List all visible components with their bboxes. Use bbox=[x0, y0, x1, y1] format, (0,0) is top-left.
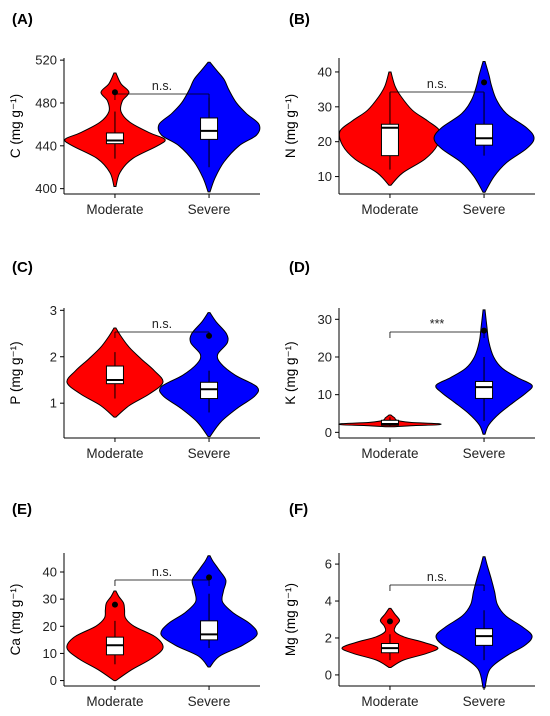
panel-a: (A) 400 440 480 520 C (mg g⁻¹) Moderate Severe n… bbox=[8, 11, 261, 217]
y-tick-label: 20 bbox=[318, 349, 332, 364]
panel-label: (F) bbox=[289, 501, 308, 518]
box-severe bbox=[475, 380, 494, 399]
box-severe bbox=[475, 123, 494, 146]
significance-label: n.s. bbox=[152, 565, 172, 579]
outlier-point bbox=[481, 79, 488, 86]
y-tick-label: 20 bbox=[318, 134, 332, 149]
y-tick-label: 30 bbox=[318, 312, 332, 327]
x-tick-label: Moderate bbox=[361, 694, 418, 709]
x-tick-label: Severe bbox=[463, 446, 506, 461]
outlier-point bbox=[111, 601, 118, 608]
x-tick-label: Severe bbox=[463, 694, 506, 709]
significance-label: n.s. bbox=[427, 570, 447, 584]
x-tick-label: Severe bbox=[188, 694, 231, 709]
x-tick-label: Moderate bbox=[86, 202, 143, 217]
x-tick-label: Moderate bbox=[361, 202, 418, 217]
box-moderate bbox=[380, 123, 399, 157]
y-axis-label: P (mg g⁻¹) bbox=[8, 341, 23, 404]
y-tick-label: 40 bbox=[43, 565, 57, 580]
box-moderate bbox=[105, 365, 124, 385]
y-tick-label: 30 bbox=[318, 99, 332, 114]
y-tick-label: 520 bbox=[35, 53, 57, 68]
y-tick-label: 440 bbox=[35, 138, 57, 153]
panel-label: (E) bbox=[12, 501, 32, 518]
panel-label: (B) bbox=[289, 11, 310, 28]
x-tick-label: Severe bbox=[188, 202, 231, 217]
panel-f: (F) 0 2 4 6 Mg (mg g⁻¹) Moderate Severe n.s. bbox=[283, 501, 535, 709]
panel-label: (D) bbox=[289, 259, 310, 276]
outlier-point bbox=[386, 618, 393, 625]
panel-d: (D) 0 10 20 30 K (mg g⁻¹) Moderate Severe *** bbox=[283, 259, 535, 461]
y-axis-label: Mg (mg g⁻¹) bbox=[283, 583, 298, 656]
y-tick-label: 2 bbox=[325, 630, 332, 645]
panel-e: (E) 0 10 20 30 40 Ca (mg g⁻¹) Moderate Severe n.s… bbox=[8, 501, 260, 709]
box-severe bbox=[200, 117, 219, 140]
y-axis-label: Ca (mg g⁻¹) bbox=[8, 584, 23, 656]
box-severe bbox=[200, 620, 219, 641]
y-tick-label: 40 bbox=[318, 64, 332, 79]
outlier-point bbox=[206, 574, 213, 581]
y-tick-label: 10 bbox=[318, 169, 332, 184]
y-tick-label: 10 bbox=[318, 387, 332, 402]
y-axis-label: N (mg g⁻¹) bbox=[283, 94, 298, 158]
x-tick-label: Moderate bbox=[86, 446, 143, 461]
panel-label: (A) bbox=[12, 11, 33, 28]
significance-label: *** bbox=[430, 317, 445, 331]
significance-label: n.s. bbox=[152, 317, 172, 331]
y-tick-label: 0 bbox=[325, 425, 332, 440]
y-tick-label: 0 bbox=[50, 673, 57, 688]
y-tick-label: 480 bbox=[35, 95, 57, 110]
y-tick-label: 2 bbox=[50, 349, 57, 364]
x-tick-label: Severe bbox=[188, 446, 231, 461]
y-tick-label: 0 bbox=[325, 667, 332, 682]
panel-c: (C) 1 2 3 P (mg g⁻¹) Moderate Severe n.s. bbox=[8, 259, 260, 461]
y-axis-label: K (mg g⁻¹) bbox=[283, 341, 298, 404]
box-moderate bbox=[105, 132, 124, 145]
panel-label: (C) bbox=[12, 259, 33, 276]
y-axis-label: C (mg g⁻¹) bbox=[8, 94, 23, 158]
y-tick-label: 400 bbox=[35, 181, 57, 196]
y-tick-label: 3 bbox=[50, 303, 57, 318]
panel-b: (B) 10 20 30 40 N (mg g⁻¹) Moderate Severe n.s. bbox=[283, 11, 535, 217]
box-severe bbox=[200, 381, 219, 400]
y-tick-label: 30 bbox=[43, 592, 57, 607]
y-tick-label: 20 bbox=[43, 619, 57, 634]
x-tick-label: Moderate bbox=[86, 694, 143, 709]
box-moderate bbox=[380, 419, 399, 426]
y-tick-label: 10 bbox=[43, 646, 57, 661]
x-tick-label: Moderate bbox=[361, 446, 418, 461]
y-tick-label: 4 bbox=[325, 594, 332, 609]
x-tick-label: Severe bbox=[463, 202, 506, 217]
y-tick-label: 1 bbox=[50, 396, 57, 411]
significance-label: n.s. bbox=[152, 79, 172, 93]
y-tick-label: 6 bbox=[325, 557, 332, 572]
significance-label: n.s. bbox=[427, 77, 447, 91]
